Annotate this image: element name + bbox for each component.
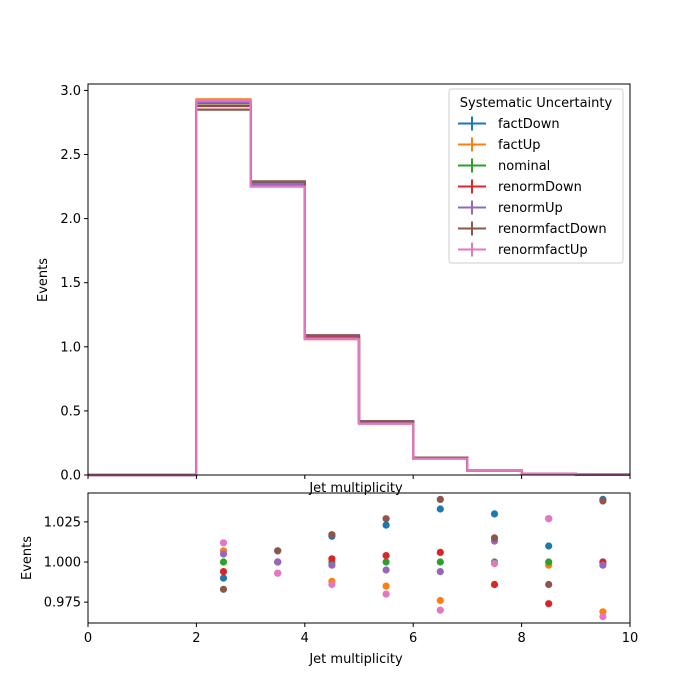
top-x-axis-title: Jet multiplicity (308, 481, 403, 496)
step-line-renormfact-up (88, 99, 630, 477)
bottom-y-tick-label: 0.975 (44, 596, 81, 611)
legend-label-renormfact-down: renormfactDown (498, 222, 607, 237)
ratio-points (219, 495, 607, 621)
ratio-point-renormfact-down (382, 515, 390, 523)
bottom-y-axis-title: Events (20, 536, 35, 580)
ratio-point-nominal (382, 558, 390, 566)
top-y-tick-label: 2.0 (60, 212, 81, 227)
ratio-point-renormfact-up (436, 606, 444, 614)
legend-label-nominal: nominal (498, 159, 550, 174)
bottom-x-tick-label: 4 (301, 631, 309, 646)
bottom-x-ticks: 0 2 4 6 8 10 (84, 623, 638, 646)
ratio-point-renormfact-down (328, 531, 336, 539)
ratio-point-nominal (436, 558, 444, 566)
ratio-point-nominal (545, 558, 553, 566)
ratio-point-renormfact-down (274, 547, 282, 555)
bottom-y-ticks: 0.975 1.000 1.025 (44, 515, 88, 611)
ratio-point-fact-up (382, 582, 390, 590)
bottom-x-axis-title: Jet multiplicity (308, 652, 403, 667)
ratio-point-renormfact-up (490, 560, 499, 568)
legend-label-fact-down: factDown (498, 117, 560, 132)
ratio-point-renormfact-down (219, 585, 228, 593)
ratio-point-fact-down (490, 510, 499, 518)
top-y-tick-label: 3.0 (60, 84, 81, 99)
ratio-point-renormfact-up (382, 590, 390, 598)
ratio-point-renormfact-down (545, 580, 553, 589)
top-y-tick-label: 0.5 (60, 404, 81, 419)
bottom-x-tick-label: 0 (84, 631, 92, 646)
ratio-point-renorm-down (436, 548, 444, 557)
ratio-point-renorm-down (219, 568, 228, 576)
top-y-tick-label: 1.0 (60, 340, 81, 355)
top-y-axis-title: Events (36, 258, 51, 302)
bottom-x-tick-label: 2 (192, 631, 200, 646)
legend-box (448, 88, 624, 264)
ratio-point-renormfact-up (219, 539, 228, 547)
ratio-point-renormfact-up (599, 613, 607, 621)
ratio-point-renormfact-down (436, 495, 444, 503)
ratio-point-renormfact-up (545, 515, 553, 523)
top-axes-frame (87, 83, 631, 476)
ratio-point-renorm-up (599, 561, 607, 569)
top-y-ticks: 0.0 0.5 1.0 1.5 2.0 2.5 3.0 (60, 84, 88, 484)
ratio-point-fact-down (382, 521, 390, 529)
ratio-point-renormfact-up (274, 569, 282, 577)
bottom-panel: 0 2 4 6 8 10 0.975 1.000 1.025 Jet multiplicity… (20, 492, 638, 667)
ratio-point-renorm-down (545, 600, 553, 608)
ratio-point-renorm-up (274, 558, 282, 566)
bottom-y-tick-label: 1.000 (44, 556, 81, 571)
bottom-x-tick-label: 10 (622, 631, 639, 646)
ratio-point-renormfact-down (490, 534, 499, 542)
bottom-x-tick-label: 8 (517, 631, 525, 646)
ratio-point-renorm-up (382, 566, 390, 574)
ratio-point-renorm-down (382, 552, 390, 560)
legend-title: Systematic Uncertainty (460, 96, 613, 111)
ratio-point-fact-down (219, 574, 228, 582)
ratio-point-fact-up (436, 596, 444, 605)
bottom-y-tick-label: 1.025 (44, 515, 81, 530)
ratio-point-renormfact-down (599, 497, 607, 505)
ratio-point-renorm-down (490, 580, 499, 589)
top-panel: 0.0 0.5 1.0 1.5 2.0 2.5 3.0 Jet multiplicity E… (36, 83, 631, 496)
top-histogram-lines (88, 98, 630, 477)
top-y-tick-label: 2.5 (60, 148, 81, 163)
top-y-tick-label: 1.5 (60, 276, 81, 291)
top-y-tick-label: 0.0 (60, 469, 81, 484)
ratio-point-renorm-up (219, 550, 228, 558)
ratio-point-fact-down (545, 542, 553, 550)
ratio-point-renorm-down (328, 555, 336, 563)
legend-entries: factDown factUp nominal renormDown renormUp r… (458, 116, 607, 258)
ratio-point-renormfact-up (328, 580, 336, 589)
ratio-point-nominal (219, 558, 228, 566)
ratio-point-fact-down (436, 505, 444, 513)
legend-label-renormfact-up: renormfactUp (498, 243, 588, 258)
legend-label-renorm-down: renormDown (498, 180, 582, 195)
legend: Systematic Uncertainty factDown factUp nom… (448, 88, 624, 264)
ratio-point-renorm-up (328, 561, 336, 569)
legend-label-renorm-up: renormUp (498, 201, 563, 216)
ratio-point-renorm-up (436, 568, 444, 576)
legend-label-fact-up: factUp (498, 138, 541, 153)
bottom-x-tick-label: 6 (409, 631, 417, 646)
top-x-ticks (87, 475, 631, 479)
bottom-axes-frame (87, 492, 631, 624)
